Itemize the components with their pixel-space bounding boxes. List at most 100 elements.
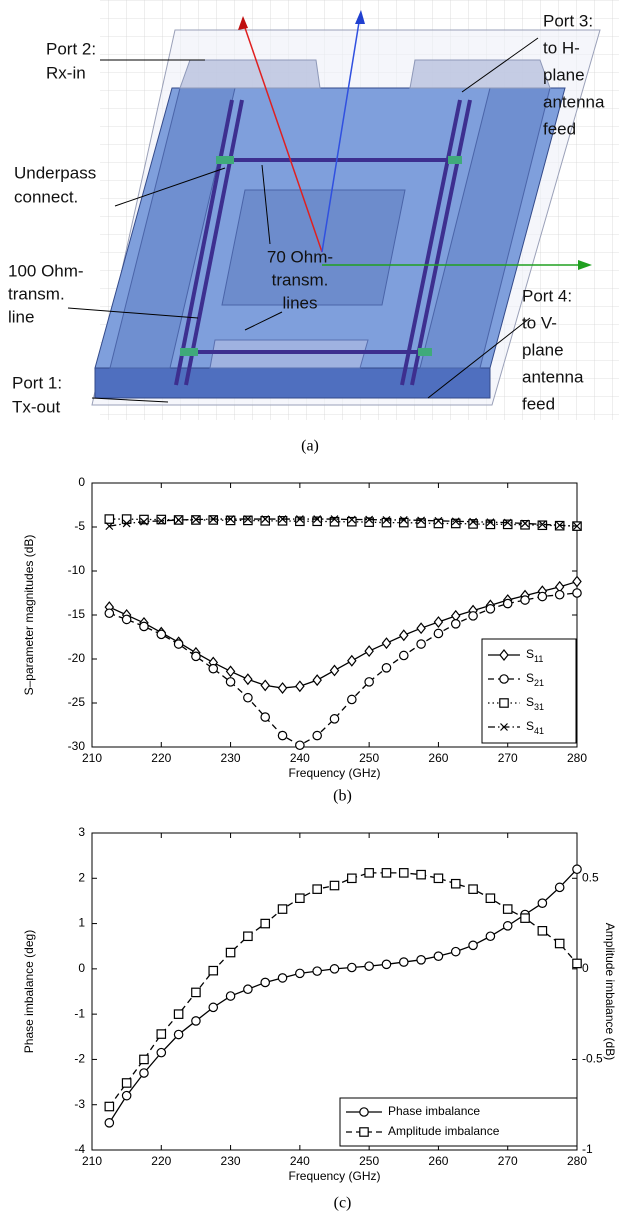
marker [331,665,339,675]
y-tick-label: 3 [78,825,85,839]
diagram-label: connect. [14,187,78,206]
marker [244,516,252,524]
x-tick-label: 260 [428,751,448,765]
page: (a) Port 2:Rx-inUnderpassconnect.100 Ohm… [0,0,619,1226]
legend-label: Phase imbalance [388,1104,480,1118]
marker [521,914,529,922]
marker [122,1091,130,1099]
marker [452,947,460,955]
legend-label-sub: 41 [534,726,544,736]
marker [382,869,390,877]
diagram-label: transm. [8,284,65,303]
marker [244,674,252,684]
diagram-label: 100 Ohm- [8,261,84,280]
marker [192,652,200,660]
diagram-label: Port 2: [46,39,96,58]
marker [157,1030,165,1038]
y-tick-label: -5 [74,519,85,533]
marker [122,615,130,623]
diagram-label: Rx-in [46,63,86,82]
y-tick-label: -10 [68,563,86,577]
x-tick-label: 210 [82,1154,102,1168]
marker [434,874,442,882]
figure: (a) Port 2:Rx-inUnderpassconnect.100 Ohm… [0,0,619,1226]
marker [555,591,563,599]
marker [261,978,269,986]
marker [365,678,373,686]
marker [209,1003,217,1011]
marker [486,894,494,902]
diagram-label: to V- [522,313,557,332]
marker [122,1079,130,1087]
y2-tick-label: 0 [582,961,589,975]
marker [434,952,442,960]
diagram-label: feed [543,119,576,138]
marker [365,962,373,970]
x-tick-label: 250 [359,1154,379,1168]
underpass-connection [180,348,198,356]
marker [313,967,321,975]
legend-label-sub: 11 [534,654,543,664]
marker [365,646,373,656]
y2-axis-label: Amplitude imbalance (dB) [603,923,617,1060]
diagram-label: Port 1: [12,373,62,392]
legend-label-main: S [526,695,534,709]
marker [469,612,477,620]
marker [330,881,338,889]
marker [261,680,269,690]
marker [261,517,269,525]
marker [296,741,304,749]
diagram-label: Port 4: [522,286,572,305]
diagram-label: antenna [522,367,584,386]
marker [209,966,217,974]
marker [573,589,581,597]
marker [573,865,581,873]
marker [382,638,390,648]
legend-label: Amplitude imbalance [388,1124,500,1138]
marker [504,922,512,930]
marker [140,1055,148,1063]
diagram-label: line [8,307,34,326]
diagram-label: lines [283,293,318,312]
marker [278,905,286,913]
marker [226,948,234,956]
marker [174,1010,182,1018]
marker [573,577,581,587]
marker [417,870,425,878]
diagram-label: antenna [543,92,605,111]
marker [360,1108,368,1116]
marker [504,905,512,913]
x-tick-label: 280 [567,751,587,765]
marker [382,960,390,968]
marker [538,899,546,907]
marker [538,927,546,935]
y-tick-label: 0 [78,475,85,489]
marker [192,1017,200,1025]
marker [209,516,217,524]
x-tick-label: 210 [82,751,102,765]
marker [140,622,148,630]
marker [157,630,165,638]
marker [261,713,269,721]
x-tick-label: 270 [498,1154,518,1168]
diagram-label: 70 Ohm- [267,247,333,266]
y-tick-label: -30 [68,739,86,753]
marker [348,963,356,971]
marker [504,520,512,528]
port-3-block [410,60,550,88]
diagram-label: feed [522,394,555,413]
legend-label-sub: 31 [534,702,544,712]
y-axis-label: Phase imbalance (deg) [22,930,36,1053]
marker [500,699,508,707]
underpass-connection [216,156,234,164]
caption: (c) [334,1195,352,1212]
diagram-label: Tx-out [12,397,60,416]
x-tick-label: 240 [290,751,310,765]
marker [296,681,304,691]
marker [244,985,252,993]
marker [348,874,356,882]
marker [174,640,182,648]
marker [486,932,494,940]
marker [174,1030,182,1038]
legend-label-main: S [526,671,534,685]
